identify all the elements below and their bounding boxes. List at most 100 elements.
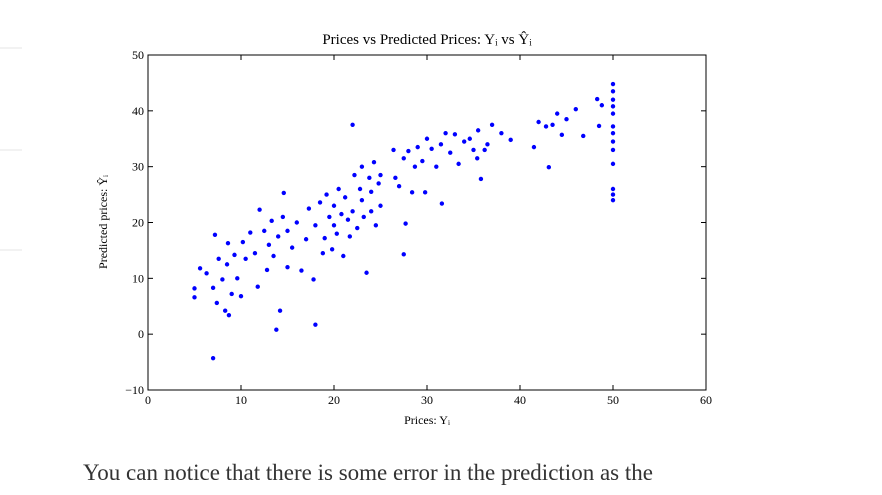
- point: [349, 208, 356, 215]
- point: [329, 246, 336, 253]
- point: [237, 293, 244, 300]
- point: [372, 222, 379, 229]
- point: [323, 191, 330, 198]
- point: [610, 110, 617, 117]
- point: [275, 233, 282, 240]
- point: [610, 160, 617, 167]
- point: [610, 185, 617, 192]
- point: [251, 250, 258, 257]
- point: [419, 158, 426, 165]
- point: [357, 185, 364, 192]
- point: [610, 96, 617, 103]
- point: [596, 122, 603, 129]
- point: [610, 146, 617, 153]
- point: [368, 188, 375, 195]
- point: [254, 283, 261, 290]
- point: [242, 255, 249, 262]
- x-axis-label: Prices: Yᵢ: [404, 413, 450, 427]
- point: [433, 163, 440, 170]
- point: [319, 250, 326, 257]
- point: [598, 102, 605, 109]
- point: [219, 276, 226, 283]
- point: [247, 229, 254, 236]
- point: [610, 123, 617, 130]
- point: [390, 146, 397, 153]
- point: [191, 294, 198, 301]
- point: [321, 235, 328, 242]
- point: [580, 132, 587, 139]
- point: [264, 266, 271, 273]
- point: [498, 130, 505, 137]
- x-tick-label: 10: [235, 393, 247, 407]
- point: [224, 261, 231, 268]
- point: [310, 276, 317, 283]
- point: [224, 240, 231, 247]
- point: [303, 236, 310, 243]
- point: [197, 265, 204, 272]
- point: [442, 130, 449, 137]
- x-tick-label: 20: [328, 393, 340, 407]
- chart: Prices vs Predicted Prices: Yᵢ vs Ŷᵢ Pri…: [0, 31, 712, 427]
- point: [402, 220, 409, 227]
- point: [270, 252, 277, 259]
- point: [375, 180, 382, 187]
- point: [284, 264, 291, 271]
- point: [477, 175, 484, 182]
- point: [610, 130, 617, 137]
- point: [411, 163, 418, 170]
- x-tick-label: 60: [700, 393, 712, 407]
- point: [338, 211, 345, 218]
- point: [554, 110, 561, 117]
- point: [342, 194, 349, 201]
- point: [545, 164, 552, 171]
- point: [594, 96, 601, 103]
- point: [474, 155, 481, 162]
- point: [210, 355, 217, 362]
- point: [366, 174, 373, 181]
- point: [213, 299, 220, 306]
- x-tick-label: 30: [421, 393, 433, 407]
- point: [363, 269, 370, 276]
- plot-frame: [147, 54, 707, 391]
- point: [349, 121, 356, 128]
- point: [330, 222, 337, 229]
- point: [330, 202, 337, 209]
- point: [610, 197, 617, 204]
- point: [438, 200, 445, 207]
- point: [610, 191, 617, 198]
- point: [210, 284, 217, 291]
- point: [273, 326, 280, 333]
- point: [437, 141, 444, 148]
- point: [484, 141, 491, 148]
- point: [428, 145, 435, 152]
- point: [360, 213, 367, 220]
- point: [558, 131, 565, 138]
- point: [475, 127, 482, 134]
- point: [312, 321, 319, 328]
- x-tick-label: 40: [514, 393, 526, 407]
- point: [268, 217, 275, 224]
- point: [344, 216, 351, 223]
- point: [215, 255, 222, 262]
- y-axis-label: Predicted prices: Ŷᵢ: [96, 175, 110, 269]
- point: [481, 146, 488, 153]
- point: [423, 135, 430, 142]
- point: [549, 121, 556, 128]
- y-tick-label: 20: [132, 216, 144, 230]
- point: [610, 138, 617, 145]
- point: [326, 213, 333, 220]
- point: [317, 199, 324, 206]
- point: [470, 146, 477, 153]
- point: [239, 239, 246, 246]
- point: [409, 189, 416, 196]
- point: [256, 206, 263, 213]
- point: [284, 227, 291, 234]
- point: [234, 275, 241, 282]
- y-tick-label: 50: [132, 48, 144, 62]
- point: [277, 307, 284, 314]
- point: [368, 208, 375, 215]
- point: [280, 189, 287, 196]
- point: [400, 155, 407, 162]
- point: [507, 136, 514, 143]
